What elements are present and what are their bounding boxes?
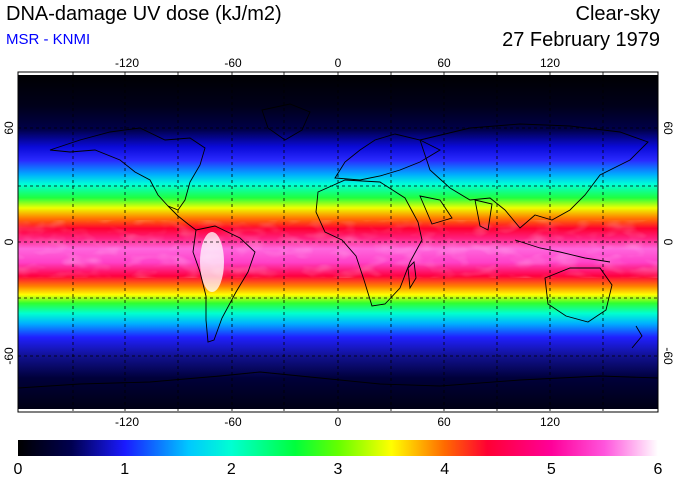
lon-label-bottom: 0 bbox=[335, 415, 342, 429]
colorbar-label: 1 bbox=[120, 461, 129, 478]
lon-labels-bottom: -120 -60 0 60 120 bbox=[115, 415, 560, 429]
lon-label-top: -60 bbox=[224, 56, 242, 70]
lon-label-top: 0 bbox=[335, 56, 342, 70]
lat-labels-right: 60 0 -60 bbox=[661, 121, 675, 365]
lon-label-top: 60 bbox=[437, 56, 451, 70]
lon-label-bottom: -60 bbox=[224, 415, 242, 429]
lon-labels-top: -120 -60 0 60 120 bbox=[115, 56, 560, 70]
colorbar bbox=[18, 440, 658, 456]
map-title: DNA-damage UV dose (kJ/m2) bbox=[6, 3, 282, 25]
lat-label-left: 0 bbox=[2, 238, 16, 245]
colorbar-label: 5 bbox=[547, 461, 556, 478]
colorbar-label: 0 bbox=[14, 461, 23, 478]
lon-label-bottom: -120 bbox=[115, 415, 139, 429]
lon-label-bottom: 60 bbox=[437, 415, 451, 429]
lon-label-bottom: 120 bbox=[540, 415, 560, 429]
map-border bbox=[17, 71, 659, 413]
sky-condition-label: Clear-sky bbox=[575, 3, 660, 25]
colorbar-label: 3 bbox=[334, 461, 343, 478]
lat-label-left: 60 bbox=[2, 121, 16, 135]
lat-labels-left: 60 0 -60 bbox=[2, 121, 16, 365]
colorbar-label: 6 bbox=[654, 461, 663, 478]
graticule bbox=[18, 72, 658, 412]
lon-label-top: -120 bbox=[115, 56, 139, 70]
lat-label-right: 60 bbox=[661, 121, 675, 135]
colorbar-labels: 0 1 2 3 4 5 6 bbox=[14, 461, 663, 478]
lat-label-right: -60 bbox=[661, 347, 675, 365]
lon-label-top: 120 bbox=[540, 56, 560, 70]
coastlines bbox=[18, 103, 658, 389]
lat-label-right: 0 bbox=[661, 239, 675, 246]
lat-label-left: -60 bbox=[2, 347, 16, 365]
colorbar-label: 4 bbox=[440, 461, 449, 478]
colorbar-label: 2 bbox=[227, 461, 236, 478]
date-label: 27 February 1979 bbox=[502, 29, 660, 51]
source-label: MSR - KNMI bbox=[6, 31, 91, 48]
